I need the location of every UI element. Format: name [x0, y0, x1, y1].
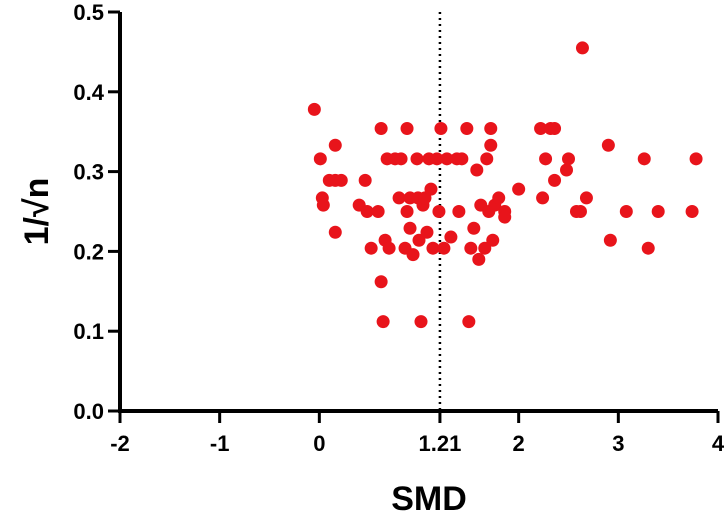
- x-axis-title: SMD: [391, 480, 467, 518]
- data-point: [478, 241, 492, 255]
- data-point: [434, 122, 448, 136]
- data-point: [470, 163, 484, 177]
- data-point: [534, 122, 548, 136]
- x-tick-label: 4: [712, 431, 725, 456]
- data-point: [689, 152, 703, 166]
- data-point: [444, 230, 458, 244]
- y-tick-label: 0.1: [73, 319, 104, 344]
- data-point: [641, 241, 655, 255]
- data-point: [406, 248, 420, 262]
- data-point: [376, 315, 390, 329]
- data-point: [685, 205, 699, 218]
- data-point: [484, 122, 498, 136]
- data-point: [334, 173, 348, 187]
- data-point: [328, 225, 342, 239]
- data-point: [498, 210, 512, 224]
- data-point: [374, 122, 388, 136]
- data-point: [420, 225, 434, 239]
- data-point: [360, 205, 374, 218]
- data-point: [536, 191, 550, 205]
- data-point: [316, 198, 330, 212]
- data-point: [400, 122, 414, 136]
- data-points: [307, 41, 703, 329]
- data-point: [619, 205, 633, 218]
- data-point: [403, 221, 417, 235]
- data-point: [414, 315, 428, 329]
- data-point: [374, 275, 388, 289]
- y-axis-title: 1/√n: [18, 178, 56, 246]
- data-point: [548, 122, 562, 136]
- data-point: [472, 252, 486, 266]
- data-point: [394, 152, 408, 166]
- x-tick-label: 3: [612, 431, 624, 456]
- data-point: [358, 173, 372, 187]
- axis-ticks: -2 -1 0 1.21 2 3 4 0.0 0.1 0.2 0.3 0.4 0.5: [73, 0, 724, 456]
- y-tick-label: 0.2: [73, 239, 104, 264]
- data-point: [455, 152, 469, 166]
- data-point: [486, 233, 500, 247]
- data-point: [573, 205, 587, 218]
- data-point: [560, 163, 574, 177]
- data-point: [548, 173, 562, 187]
- data-point: [512, 182, 526, 196]
- y-tick-label: 0.0: [73, 399, 104, 424]
- data-point: [392, 191, 406, 205]
- data-point: [480, 152, 494, 166]
- data-point: [371, 205, 385, 218]
- data-point: [464, 241, 478, 255]
- data-point: [601, 138, 615, 152]
- y-tick-label: 0.3: [73, 160, 104, 185]
- data-point: [460, 122, 474, 136]
- data-point: [437, 241, 451, 255]
- data-point: [426, 241, 440, 255]
- data-point: [467, 221, 481, 235]
- y-tick-label: 0.4: [73, 80, 104, 105]
- data-point: [651, 205, 665, 218]
- data-point: [452, 205, 466, 218]
- x-tick-label: 0: [313, 431, 325, 456]
- data-point: [432, 205, 446, 218]
- data-point: [539, 152, 553, 166]
- data-point: [424, 182, 438, 196]
- x-tick-label: 2: [513, 431, 525, 456]
- data-point: [562, 152, 575, 166]
- data-point: [382, 241, 396, 255]
- y-tick-label: 0.5: [73, 0, 104, 25]
- data-point: [328, 138, 342, 152]
- x-tick-label: -1: [210, 431, 230, 456]
- data-point: [364, 241, 378, 255]
- x-tick-label: -2: [110, 431, 130, 456]
- data-point: [313, 152, 327, 166]
- data-point: [400, 205, 414, 218]
- data-point: [440, 152, 454, 166]
- data-point: [412, 233, 426, 247]
- x-tick-label: 1.21: [419, 431, 462, 456]
- data-point: [484, 138, 498, 152]
- data-point: [579, 191, 593, 205]
- data-point: [603, 233, 617, 247]
- data-point: [410, 152, 424, 166]
- data-point: [492, 191, 506, 205]
- data-point: [307, 102, 321, 116]
- data-point: [462, 315, 476, 329]
- data-point: [575, 41, 589, 55]
- data-point: [637, 152, 651, 166]
- data-point: [430, 152, 444, 166]
